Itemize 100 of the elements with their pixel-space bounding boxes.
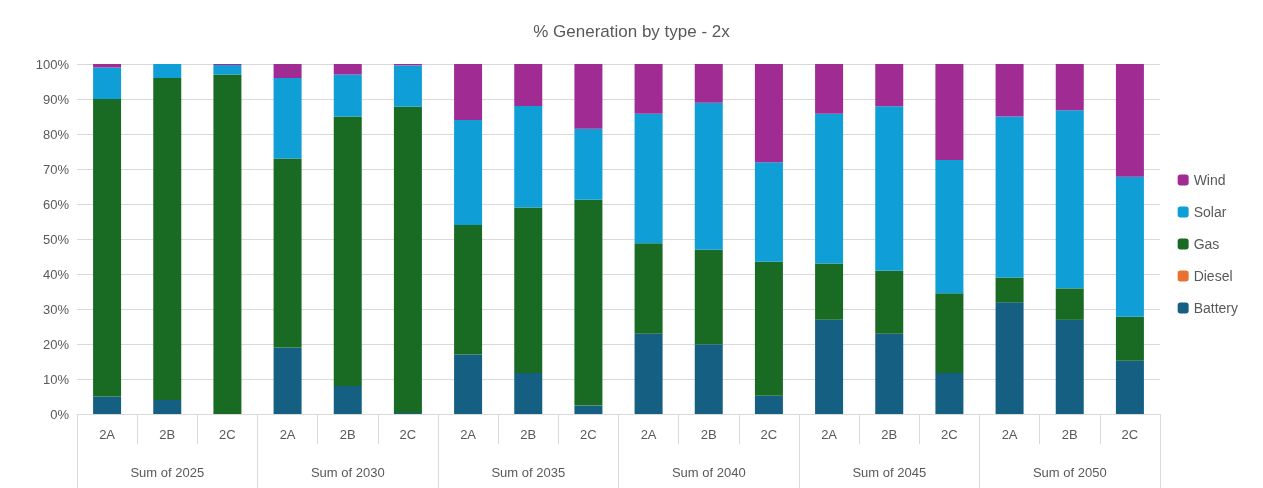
bar bbox=[1055, 319, 1084, 414]
bar bbox=[935, 293, 964, 374]
bar bbox=[754, 395, 783, 414]
x-tick-label: 2C bbox=[1121, 427, 1139, 442]
y-tick-label: 60% bbox=[42, 196, 70, 212]
bar bbox=[454, 64, 483, 120]
bar bbox=[454, 354, 483, 414]
bar bbox=[754, 64, 783, 163]
legend-label: Solar bbox=[1193, 204, 1227, 220]
bar bbox=[93, 99, 122, 397]
bar bbox=[875, 270, 904, 334]
bar bbox=[213, 65, 242, 75]
bar bbox=[995, 302, 1024, 414]
bar bbox=[995, 116, 1024, 278]
bar bbox=[1115, 176, 1144, 317]
x-tick-label: 2A bbox=[460, 427, 477, 442]
bar bbox=[574, 199, 603, 406]
y-tick-label: 100% bbox=[35, 56, 70, 72]
bar bbox=[694, 249, 723, 345]
x-tick-label: 2B bbox=[339, 427, 356, 442]
bar bbox=[1115, 64, 1144, 177]
bar bbox=[514, 373, 543, 414]
bar bbox=[634, 243, 663, 334]
y-tick-label: 30% bbox=[42, 301, 70, 317]
text: Sum of 2040 bbox=[671, 465, 746, 480]
bar bbox=[875, 333, 904, 414]
bar bbox=[333, 64, 362, 75]
bar bbox=[694, 344, 723, 414]
bar bbox=[1055, 288, 1084, 320]
y-tick-label: 50% bbox=[42, 231, 70, 247]
bar bbox=[1055, 64, 1084, 111]
bar bbox=[754, 162, 783, 262]
legend-label: Wind bbox=[1193, 172, 1226, 188]
text: Sum of 2050 bbox=[1032, 465, 1107, 480]
bar bbox=[273, 78, 302, 159]
bar bbox=[213, 74, 242, 414]
x-tick-label: 2B bbox=[700, 427, 717, 442]
bar bbox=[273, 64, 302, 78]
x-tick-label: 2B bbox=[520, 427, 537, 442]
bar bbox=[153, 400, 182, 414]
bar bbox=[1055, 110, 1084, 289]
y-tick-label: 90% bbox=[42, 91, 70, 107]
bar bbox=[815, 319, 844, 414]
bar bbox=[574, 64, 603, 129]
bar bbox=[815, 263, 844, 320]
text: Sum of 2045 bbox=[852, 465, 927, 480]
bar bbox=[333, 116, 362, 386]
bar bbox=[995, 64, 1024, 117]
bar bbox=[273, 158, 302, 348]
y-tick-label: 40% bbox=[42, 266, 70, 282]
bar bbox=[454, 120, 483, 225]
y-tick-label: 10% bbox=[42, 371, 70, 387]
bar bbox=[935, 64, 964, 160]
bar bbox=[935, 159, 964, 294]
bar bbox=[333, 386, 362, 414]
x-tick-label: 2C bbox=[399, 427, 417, 442]
bar bbox=[1115, 360, 1144, 414]
bar bbox=[875, 64, 904, 107]
bar bbox=[514, 106, 543, 208]
bar bbox=[393, 106, 422, 413]
legend-label: Battery bbox=[1193, 300, 1239, 316]
bar bbox=[514, 64, 543, 106]
x-tick-label: 2B bbox=[1061, 427, 1078, 442]
bar bbox=[634, 113, 663, 244]
y-tick-label: 80% bbox=[42, 126, 70, 142]
bar bbox=[574, 405, 603, 414]
bar bbox=[333, 74, 362, 117]
bar bbox=[153, 78, 182, 400]
x-tick-label: 2B bbox=[159, 427, 176, 442]
text: Sum of 2025 bbox=[130, 465, 205, 480]
bar bbox=[694, 64, 723, 103]
bar bbox=[935, 373, 964, 414]
x-tick-label: 2A bbox=[640, 427, 657, 442]
bar bbox=[514, 207, 543, 374]
bar bbox=[1115, 316, 1144, 361]
x-tick-label: 2C bbox=[941, 427, 958, 442]
bar bbox=[93, 67, 122, 99]
bar bbox=[754, 261, 783, 396]
bar bbox=[393, 65, 422, 107]
x-tick-label: 2A bbox=[99, 427, 116, 442]
legend-label: Gas bbox=[1193, 236, 1220, 252]
x-tick-label: 2B bbox=[881, 427, 898, 442]
bar bbox=[995, 277, 1024, 303]
bar bbox=[634, 333, 663, 414]
x-tick-label: 2C bbox=[580, 427, 597, 442]
y-tick-label: 0% bbox=[50, 406, 70, 422]
bar bbox=[273, 347, 302, 414]
x-tick-label: 2A bbox=[279, 427, 296, 442]
y-tick-label: 20% bbox=[42, 336, 70, 352]
x-tick-label: 2A bbox=[821, 427, 838, 442]
bar bbox=[153, 64, 182, 78]
y-tick-label: 70% bbox=[42, 161, 70, 177]
chart-title: % Generation by type - 2x bbox=[533, 22, 731, 41]
x-tick-label: 2C bbox=[760, 427, 778, 442]
bar bbox=[694, 102, 723, 250]
bar bbox=[93, 64, 122, 68]
bar bbox=[454, 225, 483, 355]
x-tick-label: 2A bbox=[1001, 427, 1018, 442]
bar bbox=[93, 396, 122, 414]
bar bbox=[815, 113, 844, 264]
